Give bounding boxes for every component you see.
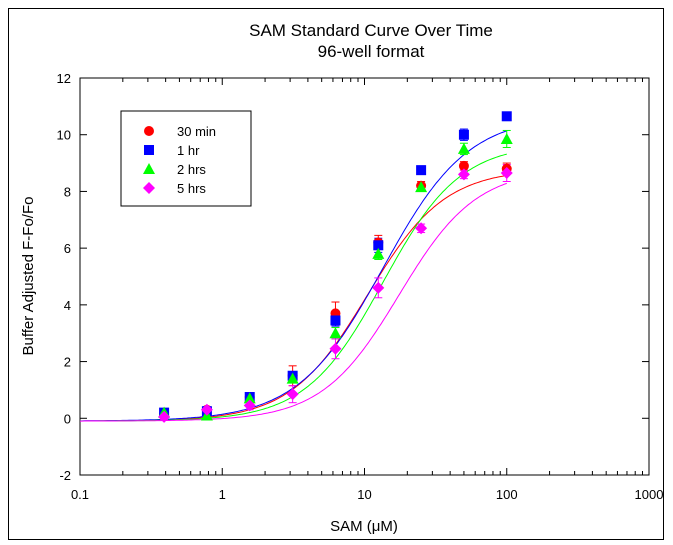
- x-tick-label: 0.1: [71, 487, 89, 502]
- data-point-5-hrs: [158, 410, 171, 423]
- legend-label: 30 min: [177, 124, 216, 139]
- data-point-5-hrs: [200, 403, 213, 416]
- y-axis: -2 0 2 4 6 8 10 12: [57, 71, 649, 483]
- data-point-1-hr: [416, 165, 427, 176]
- x-tick-label: 100: [496, 487, 518, 502]
- data-point-1-hr: [501, 111, 512, 122]
- y-tick-label: 8: [64, 184, 71, 199]
- legend-label: 2 hrs: [177, 162, 206, 177]
- legend-marker-30-min: [144, 126, 154, 136]
- data-points: [158, 111, 513, 423]
- y-tick-label: 12: [57, 71, 71, 86]
- data-point-5-hrs: [286, 388, 299, 401]
- data-point-5-hrs: [500, 166, 513, 179]
- y-axis-label: Buffer Adjusted F-Fo/Fo: [20, 197, 37, 356]
- data-point-2-hrs: [372, 247, 385, 259]
- chart-title: SAM Standard Curve Over Time: [249, 21, 493, 40]
- data-point-2-hrs: [457, 142, 470, 154]
- data-point-2-hrs: [500, 132, 513, 144]
- data-point-30-min: [458, 160, 469, 171]
- legend-marker-1-hr: [144, 145, 154, 155]
- x-tick-label: 1000: [635, 487, 664, 502]
- y-tick-label: 2: [64, 355, 71, 370]
- legend-label: 1 hr: [177, 143, 200, 158]
- legend-marker-2-hrs: [143, 163, 155, 174]
- y-tick-label: 10: [57, 128, 71, 143]
- legend-label: 5 hrs: [177, 181, 206, 196]
- fit-curve-1-hr: [80, 130, 507, 422]
- fit-curve-5-hrs: [80, 182, 507, 422]
- legend-marker-5-hrs: [143, 182, 155, 194]
- data-point-1-hr: [373, 240, 384, 251]
- data-point-2-hrs: [286, 372, 299, 384]
- y-tick-label: 0: [64, 411, 71, 426]
- data-point-1-hr: [330, 315, 341, 326]
- x-tick-label: 1: [219, 487, 226, 502]
- x-axis: 0.1 1 10 100 1000: [71, 78, 664, 502]
- y-tick-label: 4: [64, 298, 71, 313]
- chart-frame: [8, 8, 664, 540]
- data-point-5-hrs: [457, 168, 470, 181]
- data-point-5-hrs: [372, 281, 385, 294]
- data-point-5-hrs: [415, 222, 428, 235]
- data-point-2-hrs: [243, 392, 256, 404]
- data-point-2-hrs: [329, 327, 342, 339]
- legend-box: [120, 110, 252, 207]
- x-axis-label: SAM (μM): [330, 518, 398, 535]
- data-point-2-hrs: [415, 181, 428, 193]
- y-tick-label: 6: [64, 241, 71, 256]
- data-point-5-hrs: [329, 342, 342, 355]
- data-point-5-hrs: [243, 399, 256, 412]
- data-point-1-hr: [458, 129, 469, 140]
- legend: 30 min 1 hr 2 hrs 5 hrs: [120, 110, 252, 207]
- x-tick-label: 10: [357, 487, 371, 502]
- fit-curve-30-min: [80, 174, 507, 422]
- y-tick-label: -2: [59, 468, 71, 483]
- chart-subtitle: 96-well format: [318, 42, 425, 61]
